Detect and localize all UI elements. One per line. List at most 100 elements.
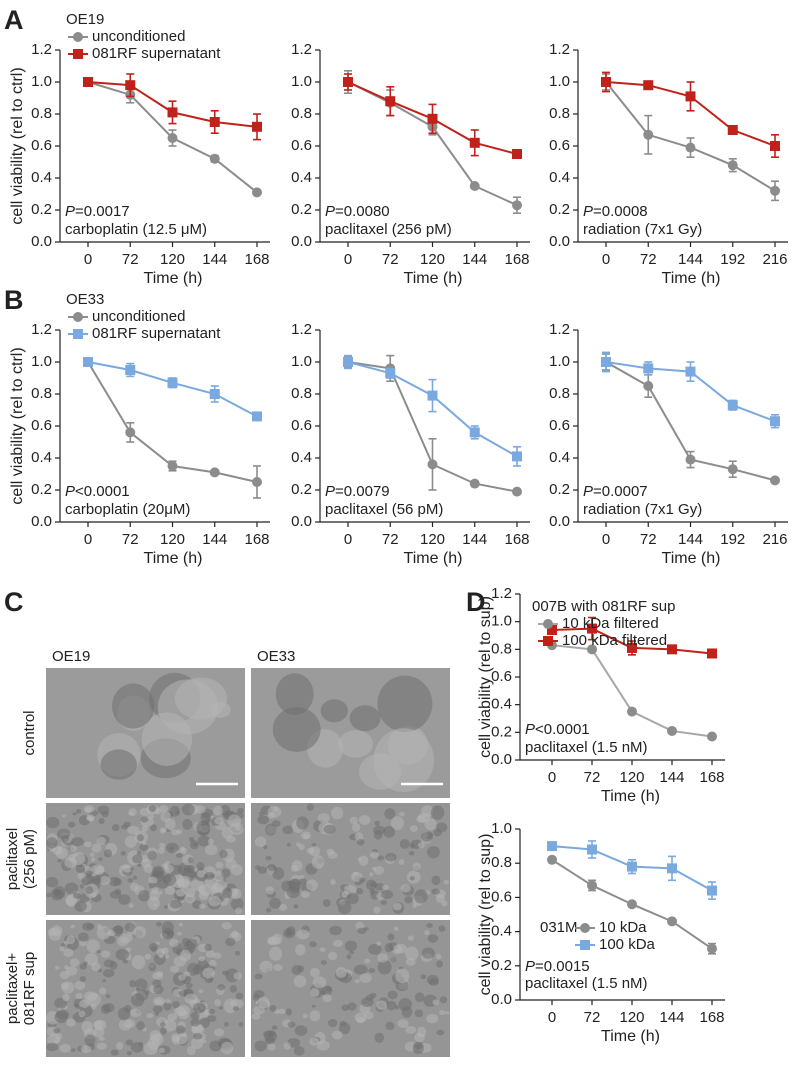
cell xyxy=(359,877,366,883)
y-tick-label: 0.8 xyxy=(549,105,570,122)
x-tick-label: 192 xyxy=(720,251,745,268)
cell xyxy=(143,1041,158,1056)
cell xyxy=(102,969,115,978)
cell xyxy=(187,871,197,878)
p-symbol: P xyxy=(583,203,593,220)
cell xyxy=(214,817,224,825)
cell xyxy=(306,803,314,811)
cell xyxy=(253,990,265,999)
cell xyxy=(169,900,182,909)
cell xyxy=(283,1042,291,1050)
marker xyxy=(512,451,522,462)
cell xyxy=(83,805,95,813)
marker xyxy=(125,80,136,91)
cell xyxy=(354,979,360,984)
y-tick-label: 0.4 xyxy=(291,449,312,466)
cell xyxy=(48,927,62,941)
micrograph xyxy=(46,668,245,798)
cell xyxy=(130,993,145,1007)
cell xyxy=(346,892,359,905)
cell xyxy=(187,962,200,976)
cell xyxy=(114,888,122,895)
cell xyxy=(294,1025,308,1036)
cell xyxy=(130,882,139,892)
x-axis-label: Time (h) xyxy=(404,270,463,287)
cell xyxy=(266,907,272,913)
cell xyxy=(215,861,224,869)
condition: radiation (7x1 Gy) xyxy=(583,221,702,238)
y-tick-label: 0.0 xyxy=(291,233,312,250)
marker xyxy=(209,389,220,399)
cell xyxy=(91,843,102,853)
micrograph xyxy=(251,920,450,1057)
x-tick-label: 0 xyxy=(548,769,556,786)
cell xyxy=(395,980,409,992)
cell xyxy=(295,944,306,956)
cell xyxy=(63,948,74,957)
cell xyxy=(179,949,191,962)
cell xyxy=(56,845,63,850)
cell xyxy=(441,900,448,907)
cell xyxy=(162,828,167,833)
cell xyxy=(72,892,81,899)
x-tick-label: 0 xyxy=(344,251,352,268)
cell xyxy=(214,999,222,1007)
x-tick-label: 0 xyxy=(344,531,352,548)
cell xyxy=(199,903,206,909)
cell xyxy=(286,842,291,847)
cell xyxy=(70,924,75,929)
marker xyxy=(727,160,738,171)
x-tick-label: 72 xyxy=(640,251,657,268)
cell xyxy=(376,1000,388,1011)
cell xyxy=(98,987,107,995)
p-value: P=0.0079 xyxy=(325,483,390,500)
cell xyxy=(154,1012,160,1016)
x-tick-label: 216 xyxy=(762,251,787,268)
marker xyxy=(685,91,696,102)
cell xyxy=(366,994,374,1001)
cell xyxy=(54,965,60,970)
cell xyxy=(339,1021,347,1027)
marker xyxy=(547,841,557,852)
cell xyxy=(306,847,315,854)
cell xyxy=(129,1008,142,1017)
cell xyxy=(91,872,97,877)
cell xyxy=(221,970,229,976)
cell xyxy=(439,996,448,1004)
cell xyxy=(133,925,146,939)
cell xyxy=(380,900,387,905)
x-tick-label: 120 xyxy=(619,1009,644,1026)
y-tick-label: 1.2 xyxy=(291,321,312,338)
y-tick-label: 0.2 xyxy=(31,201,52,218)
p-value: P=0.0017 xyxy=(65,203,130,220)
cell xyxy=(198,956,206,962)
cell xyxy=(363,1011,374,1020)
cell xyxy=(163,873,177,887)
cell xyxy=(123,821,131,828)
marker xyxy=(685,366,696,377)
cell xyxy=(88,817,95,822)
y-tick-label: 0.8 xyxy=(491,854,512,871)
cell xyxy=(78,1010,86,1018)
cell xyxy=(136,1021,145,1031)
cell xyxy=(293,975,307,988)
cell xyxy=(187,1045,196,1056)
cell xyxy=(202,967,216,979)
cell xyxy=(377,855,385,861)
cell xyxy=(349,705,381,732)
cell xyxy=(432,999,439,1006)
cell xyxy=(271,1025,278,1030)
cell xyxy=(141,712,193,766)
cell xyxy=(213,879,228,892)
cell xyxy=(420,832,433,842)
row-label: control xyxy=(21,710,38,755)
cell xyxy=(421,947,435,959)
x-tick-label: 0 xyxy=(602,251,610,268)
cell xyxy=(298,874,305,880)
row-label: 081RF sup xyxy=(21,952,38,1025)
y-tick-label: 0.4 xyxy=(31,169,52,186)
y-tick-label: 0.6 xyxy=(291,137,312,154)
cell xyxy=(359,973,372,983)
cell xyxy=(124,922,136,932)
cell xyxy=(156,971,164,978)
